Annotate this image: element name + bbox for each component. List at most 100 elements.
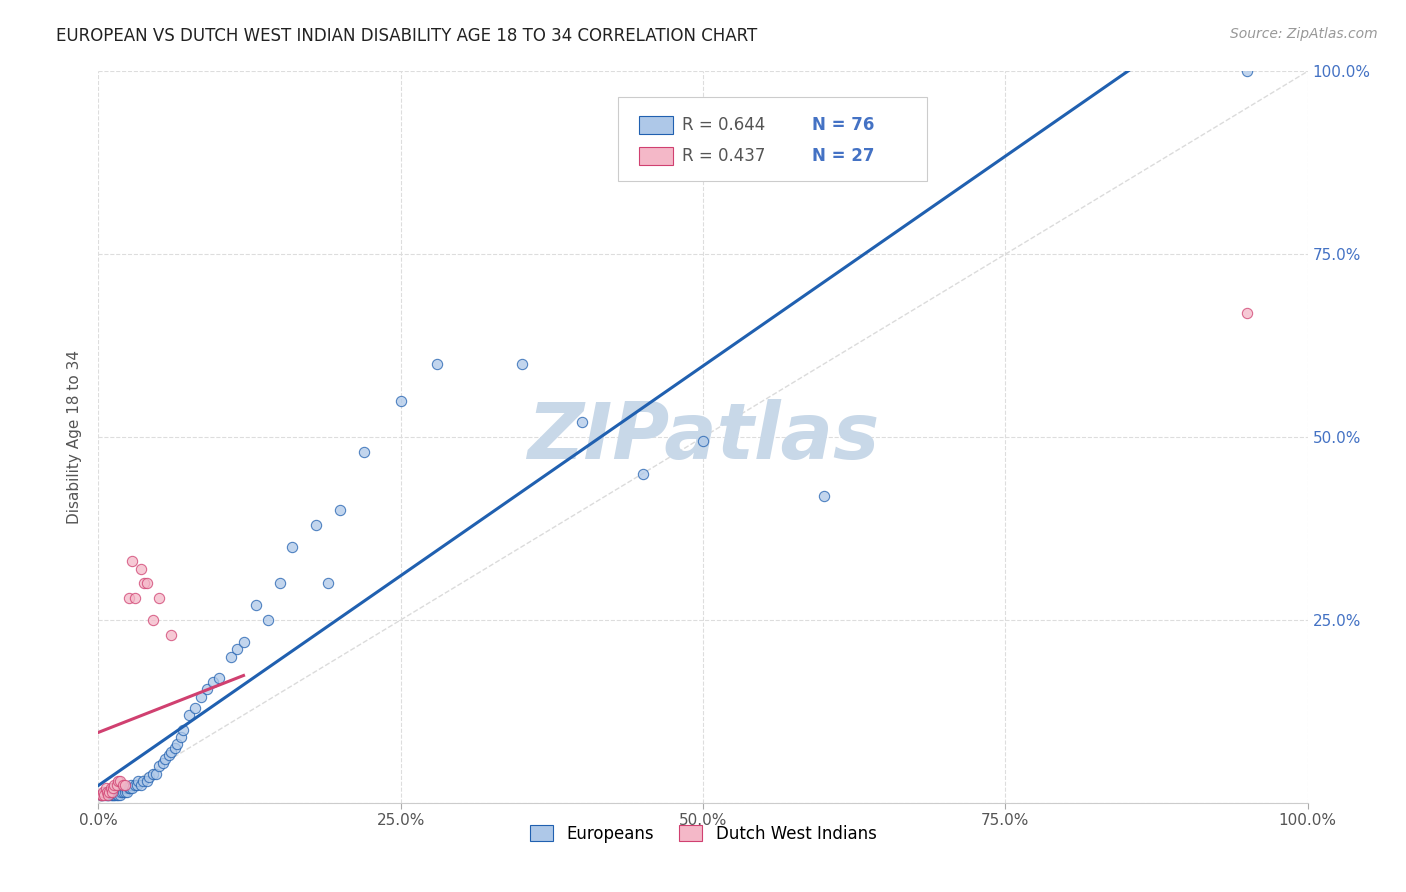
Point xyxy=(105,778,128,792)
Point xyxy=(91,789,114,803)
Legend: Europeans, Dutch West Indians: Europeans, Dutch West Indians xyxy=(523,818,883,849)
Point xyxy=(107,773,129,788)
Point xyxy=(157,748,180,763)
Point xyxy=(100,785,122,799)
Point xyxy=(111,785,134,799)
Point xyxy=(97,789,120,803)
Point xyxy=(115,781,138,796)
Point xyxy=(1236,64,1258,78)
Point xyxy=(169,730,191,744)
Point xyxy=(160,745,183,759)
FancyBboxPatch shape xyxy=(619,97,927,181)
Point xyxy=(100,781,122,796)
Point xyxy=(101,781,124,796)
Point xyxy=(105,789,128,803)
Point xyxy=(179,708,201,723)
Point xyxy=(117,785,139,799)
Point xyxy=(142,766,165,780)
Point xyxy=(90,789,112,803)
Point xyxy=(329,503,352,517)
Point xyxy=(108,773,131,788)
Point xyxy=(316,576,339,591)
Text: N = 27: N = 27 xyxy=(811,147,875,165)
Point xyxy=(134,576,156,591)
Point xyxy=(692,434,714,448)
Point xyxy=(94,789,117,803)
Point xyxy=(190,690,212,704)
Point xyxy=(93,789,115,803)
Point xyxy=(100,789,122,803)
Point xyxy=(98,789,121,803)
Point xyxy=(232,635,254,649)
Point xyxy=(101,785,124,799)
Point xyxy=(389,393,412,408)
Point xyxy=(96,785,118,799)
Point xyxy=(153,752,176,766)
Point xyxy=(172,723,194,737)
Point xyxy=(100,785,122,799)
Point xyxy=(256,613,278,627)
Point xyxy=(1236,306,1258,320)
Text: Source: ZipAtlas.com: Source: ZipAtlas.com xyxy=(1230,27,1378,41)
Point xyxy=(98,785,121,799)
Point xyxy=(221,649,243,664)
Point xyxy=(132,773,155,788)
Point xyxy=(112,781,135,796)
Point xyxy=(305,517,328,532)
Point xyxy=(108,785,131,799)
Point xyxy=(148,759,170,773)
Text: R = 0.644: R = 0.644 xyxy=(682,116,766,134)
Point xyxy=(118,591,141,605)
Point xyxy=(269,576,291,591)
Point xyxy=(91,789,114,803)
Point xyxy=(91,785,114,799)
Point xyxy=(129,778,152,792)
Point xyxy=(96,785,118,799)
Point xyxy=(208,672,231,686)
Point xyxy=(93,785,115,799)
Bar xyxy=(638,117,673,134)
Point xyxy=(148,591,170,605)
Point xyxy=(166,737,188,751)
Point xyxy=(163,740,186,755)
Bar xyxy=(638,147,673,165)
Point xyxy=(571,416,593,430)
Text: ZIPatlas: ZIPatlas xyxy=(527,399,879,475)
Text: N = 76: N = 76 xyxy=(811,116,875,134)
Point xyxy=(127,773,149,788)
Point xyxy=(202,675,225,690)
Point xyxy=(120,778,142,792)
Point xyxy=(353,444,375,458)
Point xyxy=(118,781,141,796)
Point xyxy=(129,562,152,576)
Point xyxy=(121,781,143,796)
Point xyxy=(100,785,122,799)
Text: R = 0.437: R = 0.437 xyxy=(682,147,766,165)
Point xyxy=(195,682,218,697)
Point xyxy=(97,789,120,803)
Point xyxy=(100,789,122,803)
Point xyxy=(631,467,654,481)
Point xyxy=(510,357,533,371)
Point xyxy=(135,773,157,788)
Point xyxy=(104,789,127,803)
Y-axis label: Disability Age 18 to 34: Disability Age 18 to 34 xyxy=(67,350,83,524)
Point xyxy=(226,642,249,657)
Point xyxy=(114,785,136,799)
Point xyxy=(111,778,134,792)
Point xyxy=(96,789,118,803)
Point xyxy=(101,789,124,803)
Point xyxy=(142,613,165,627)
Point xyxy=(813,489,835,503)
Point xyxy=(184,700,207,714)
Point xyxy=(114,778,136,792)
Point xyxy=(94,781,117,796)
Point xyxy=(145,766,167,780)
Point xyxy=(127,778,149,792)
Point xyxy=(281,540,304,554)
Point xyxy=(152,756,174,770)
Point xyxy=(138,770,160,784)
Point xyxy=(97,785,120,799)
Point xyxy=(135,576,157,591)
Point xyxy=(118,781,141,796)
